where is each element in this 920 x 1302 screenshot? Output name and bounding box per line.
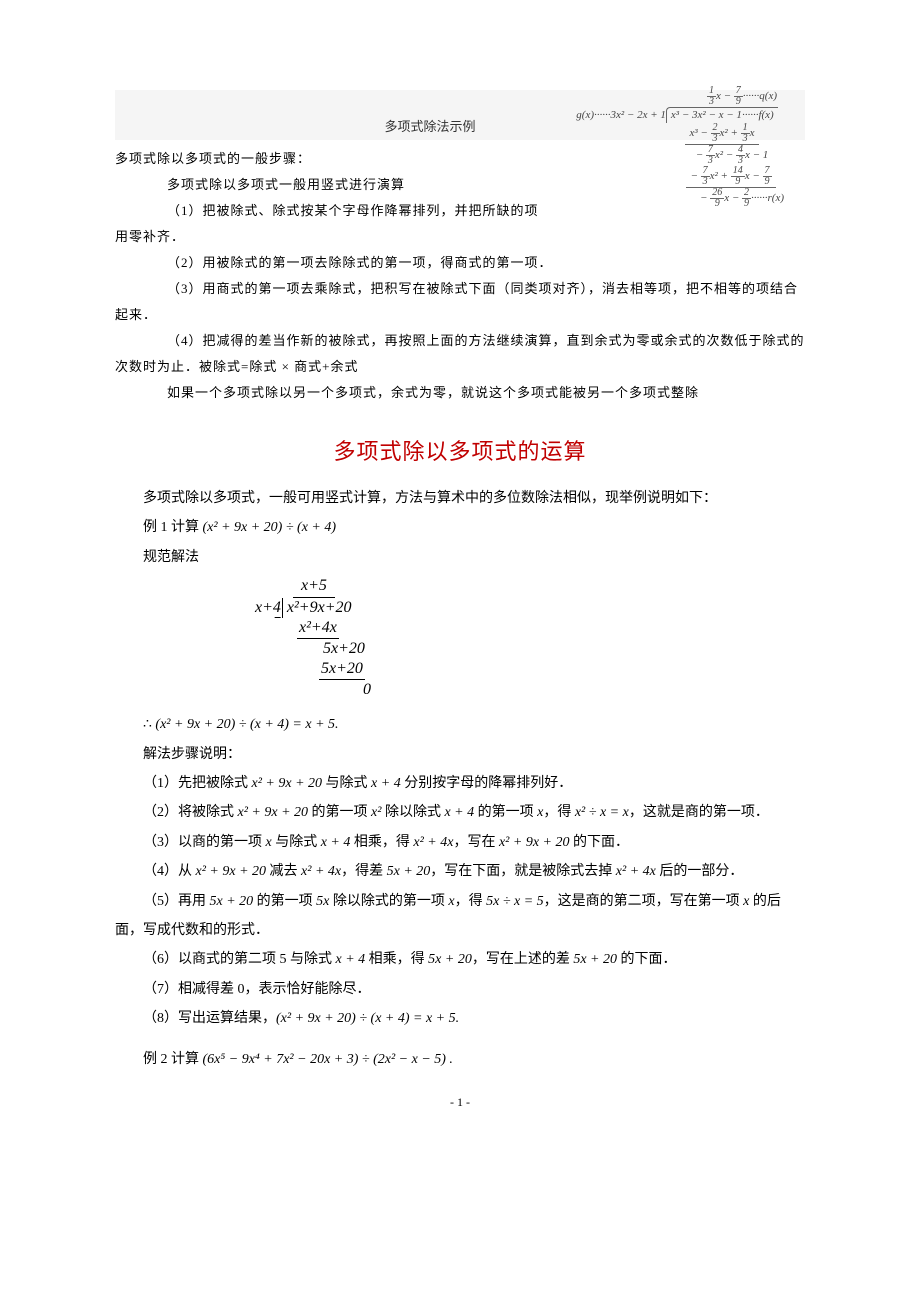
main-intro: 多项式除以多项式，一般可用竖式计算，方法与算术中的多位数除法相似，现举例说明如下… <box>115 484 805 513</box>
intro-step1: （1）把被除式、除式按某个字母作降幂排列，并把所缺的项用零补齐． <box>115 198 545 250</box>
intro-line1: 多项式除以多项式一般用竖式进行演算 <box>115 172 545 198</box>
header-grey-box: 13x − 79······q(x) g(x)······3x² − 2x + … <box>115 90 805 140</box>
example1-label: 例 1 计算 (x² + 9x + 20) ÷ (x + 4) <box>115 513 805 542</box>
intro-step2: （2）用被除式的第一项去除除式的第一项，得商式的第一项． <box>115 250 805 276</box>
step-4: （4）从 x² + 9x + 20 减去 x² + 4x，得差 5x + 20，… <box>115 857 805 886</box>
intro-step4: （4）把减得的差当作新的被除式，再按照上面的方法继续演算，直到余式为零或余式的次… <box>115 328 805 380</box>
step-2: （2）将被除式 x² + 9x + 20 的第一项 x² 除以除式 x + 4 … <box>115 798 805 827</box>
step-3: （3）以商的第一项 x 与除式 x + 4 相乘，得 x² + 4x，写在 x²… <box>115 828 805 857</box>
step-7: （7）相减得差 0，表示恰好能除尽． <box>115 975 805 1004</box>
intro-line0: 多项式除以多项式的一般步骤： <box>115 146 545 172</box>
example1-method: 规范解法 <box>115 543 805 572</box>
long-division-diagram-top: 13x − 79······q(x) g(x)······3x² − 2x + … <box>547 86 807 209</box>
long-division-example1: x+5 x+4 x²+9x+20 x²+4x 5x+20 5x+20 0 <box>255 576 805 700</box>
step-8: （8）写出运算结果，(x² + 9x + 20) ÷ (x + 4) = x +… <box>115 1004 805 1033</box>
step-6: （6）以商式的第二项 5 与除式 x + 4 相乘，得 5x + 20，写在上述… <box>115 945 805 974</box>
steps-title: 解法步骤说明： <box>115 740 805 769</box>
example1-result: ∴ (x² + 9x + 20) ÷ (x + 4) = x + 5. <box>115 710 805 739</box>
intro-step3: （3）用商式的第一项去乘除式，把积写在被除式下面（同类项对齐），消去相等项，把不… <box>115 276 805 328</box>
intro-text-block-2: （2）用被除式的第一项去除除式的第一项，得商式的第一项． （3）用商式的第一项去… <box>115 250 805 406</box>
main-title: 多项式除以多项式的运算 <box>115 434 805 466</box>
intro-step5: 如果一个多项式除以另一个多项式，余式为零，就说这个多项式能被另一个多项式整除 <box>115 380 805 406</box>
intro-text-block: 多项式除以多项式的一般步骤： 多项式除以多项式一般用竖式进行演算 （1）把被除式… <box>115 146 545 250</box>
step-5: （5）再用 5x + 20 的第一项 5x 除以除式的第一项 x，得 5x ÷ … <box>115 887 805 946</box>
step-1: （1）先把被除式 x² + 9x + 20 与除式 x + 4 分别按字母的降幂… <box>115 769 805 798</box>
page-number: - 1 - <box>115 1095 805 1110</box>
example2-label: 例 2 计算 (6x⁵ − 9x⁴ + 7x² − 20x + 3) ÷ (2x… <box>115 1045 805 1074</box>
